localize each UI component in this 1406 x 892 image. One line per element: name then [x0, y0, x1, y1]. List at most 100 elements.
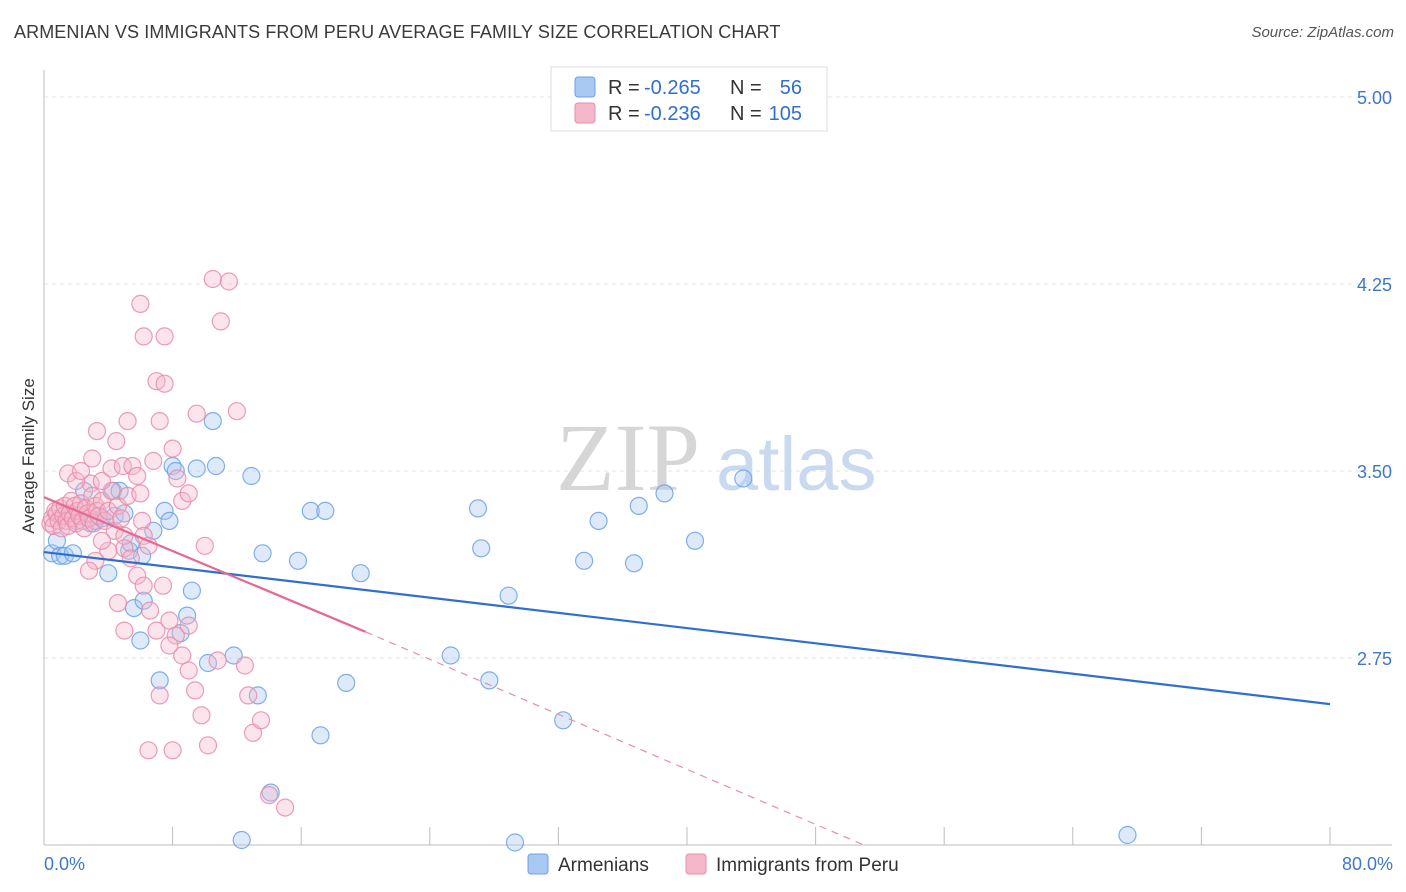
- armenians-point-45: [351, 564, 370, 583]
- armenians-point-23: [155, 501, 174, 520]
- peru-point-49: [118, 412, 137, 431]
- y-tick-labels: 2.75 3.50 4.25 5.00: [1357, 88, 1392, 669]
- peru-point-21: [75, 519, 94, 538]
- peru-point-71: [160, 611, 179, 630]
- bottom-legend-swatch-peru: [685, 853, 707, 875]
- armenians-point-41: [301, 501, 320, 520]
- legend-n-value-armenians: 56: [780, 77, 802, 99]
- x-tick-labels: 0.0% 80.0%: [44, 854, 1393, 874]
- peru-point-81: [92, 531, 112, 550]
- peru-point-94: [239, 686, 258, 705]
- armenians-point-4: [63, 544, 83, 563]
- armenians-point-37: [242, 466, 261, 486]
- armenians-point-33: [203, 412, 222, 431]
- trendline-armenians: [43, 550, 1331, 706]
- armenians-point-57: [655, 484, 674, 503]
- armenians-point-22: [150, 671, 169, 690]
- chart-source: Source: ZipAtlas.com: [1251, 24, 1394, 41]
- chart-title: ARMENIAN VS IMMIGRANTS FROM PERU AVERAGE…: [14, 22, 781, 42]
- watermark-atlas: atlas: [716, 422, 877, 507]
- y-tick-label-1: 3.50: [1357, 462, 1392, 482]
- y-axis-title: Average Family Size: [19, 378, 38, 534]
- watermark-zip: ZIP: [556, 404, 700, 511]
- peru-point-58: [150, 412, 169, 431]
- armenians-point-35: [232, 830, 251, 850]
- peru-point-47: [107, 432, 126, 451]
- peru-point-87: [187, 404, 206, 423]
- armenians-point-10: [99, 564, 118, 583]
- peru-point-86: [155, 327, 174, 346]
- peru-point-67: [134, 576, 153, 595]
- armenians-point-40: [288, 551, 308, 570]
- armenians-point-25: [160, 511, 179, 531]
- bottom-legend-label-armenians: Armenians: [558, 855, 649, 876]
- peru-point-103: [179, 616, 198, 635]
- peru-point-85: [131, 294, 150, 313]
- armenians-point-26: [166, 461, 185, 481]
- peru-point-37: [112, 509, 131, 528]
- grid-lines: [44, 96, 1392, 659]
- armenians-point-32: [206, 456, 226, 476]
- armenians-point-51: [505, 833, 525, 852]
- peru-point-97: [260, 785, 279, 805]
- peru-point-104: [208, 651, 227, 670]
- peru-point-45: [92, 471, 112, 491]
- y-tick-label-2: 4.25: [1357, 275, 1392, 295]
- armenians-point-47: [468, 499, 488, 518]
- trendline-peru-extension: [365, 631, 865, 846]
- armenians-point-48: [472, 539, 491, 558]
- peru-point-46: [102, 459, 121, 478]
- armenians-point-56: [629, 496, 648, 515]
- peru-point-68: [141, 601, 160, 620]
- trendline-peru: [43, 496, 366, 633]
- armenians-point-19: [134, 591, 153, 610]
- legend-swatch-armenians: [574, 76, 596, 98]
- peru-point-48: [113, 456, 132, 476]
- peru-point-92: [227, 402, 246, 421]
- armenians-point-44: [337, 673, 356, 693]
- armenians-point-60: [1118, 825, 1137, 845]
- peru-point-44: [87, 422, 107, 441]
- peru-point-84: [134, 327, 153, 346]
- peru-point-41: [67, 471, 86, 491]
- peru-point-43: [83, 449, 102, 468]
- peru-point-60: [163, 439, 182, 458]
- peru-point-51: [128, 466, 147, 486]
- axes: [43, 70, 1392, 846]
- bottom-legend-swatch-armenians: [527, 853, 549, 875]
- peru-point-70: [153, 576, 173, 595]
- peru-point-98: [276, 798, 295, 817]
- peru-point-88: [195, 536, 214, 555]
- armenians-point-46: [441, 646, 460, 665]
- peru-point-72: [166, 626, 185, 645]
- x-tick-label-0: 0.0%: [44, 854, 85, 874]
- legend-n-value-peru: 105: [769, 103, 802, 125]
- armenians-point-59: [734, 469, 753, 488]
- peru-point-83: [79, 561, 99, 580]
- stats-legend: R = -0.265 N = 56 R = -0.236 N = 105: [550, 66, 828, 132]
- bottom-legend-label-peru: Immigrants from Peru: [716, 855, 899, 876]
- peru-point-75: [186, 681, 205, 700]
- x-tick-label-1: 80.0%: [1342, 854, 1393, 874]
- peru-point-42: [71, 461, 91, 481]
- peru-point-78: [108, 593, 128, 613]
- armenians-point-53: [574, 551, 594, 570]
- legend-r-label-peru: R =: [608, 103, 640, 125]
- peru-point-50: [123, 456, 142, 476]
- peru-point-79: [115, 621, 134, 640]
- legend-r-value-armenians: -0.265: [644, 77, 701, 99]
- peru-point-56: [144, 451, 163, 471]
- peru-point-74: [179, 661, 198, 680]
- peru-point-91: [219, 272, 238, 291]
- peru-point-62: [173, 491, 192, 510]
- armenians-point-43: [311, 726, 330, 745]
- legend-r-value-peru: -0.236: [644, 103, 701, 125]
- peru-point-93: [235, 656, 254, 675]
- peru-point-99: [163, 741, 182, 760]
- legend-box: [550, 66, 828, 132]
- peru-point-100: [150, 686, 169, 705]
- peru-point-69: [147, 621, 166, 640]
- trend-lines: [43, 496, 1331, 846]
- peru-point-77: [198, 736, 218, 755]
